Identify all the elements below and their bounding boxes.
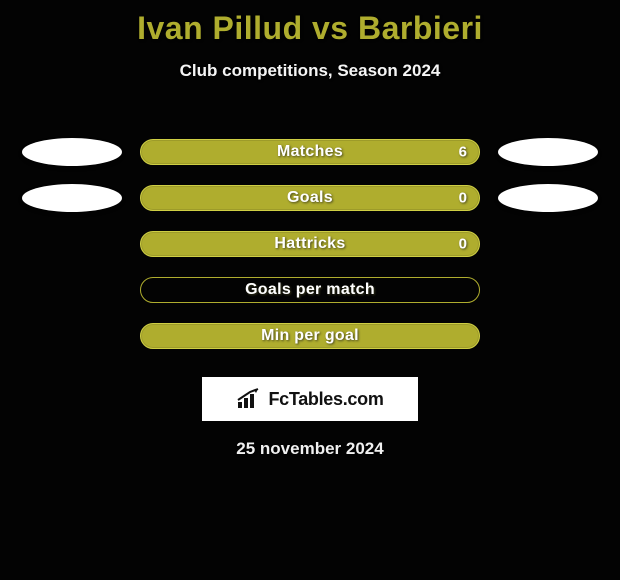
stat-bar: Min per goal <box>140 323 480 349</box>
page-subtitle: Club competitions, Season 2024 <box>0 61 620 81</box>
stat-label: Goals per match <box>245 281 375 299</box>
stat-value: 0 <box>459 236 467 253</box>
stat-bar: Goals per match <box>140 277 480 303</box>
stat-bar: Hattricks 0 <box>140 231 480 257</box>
stat-label: Hattricks <box>274 235 345 253</box>
stat-row-hattricks: Hattricks 0 <box>0 221 620 267</box>
stat-bar: Matches 6 <box>140 139 480 165</box>
right-dot <box>498 138 598 166</box>
logo-block[interactable]: FcTables.com <box>202 377 418 421</box>
left-dot <box>22 184 122 212</box>
comparison-widget: Ivan Pillud vs Barbieri Club competition… <box>0 0 620 580</box>
stat-row-matches: Matches 6 <box>0 129 620 175</box>
stat-row-goals: Goals 0 <box>0 175 620 221</box>
stats-block: Matches 6 Goals 0 Hattricks 0 Goals <box>0 129 620 359</box>
stat-value: 0 <box>459 190 467 207</box>
stat-bar: Goals 0 <box>140 185 480 211</box>
stat-label: Matches <box>277 143 343 161</box>
stat-label: Goals <box>287 189 333 207</box>
right-dot <box>498 184 598 212</box>
left-dot <box>22 138 122 166</box>
logo-text: FcTables.com <box>268 389 383 410</box>
stat-row-gpm: Goals per match <box>0 267 620 313</box>
stat-value: 6 <box>459 144 467 161</box>
stat-row-mpg: Min per goal <box>0 313 620 359</box>
date-label: 25 november 2024 <box>0 439 620 459</box>
chart-icon <box>236 388 262 410</box>
stat-label: Min per goal <box>261 327 359 345</box>
page-title: Ivan Pillud vs Barbieri <box>0 0 620 47</box>
